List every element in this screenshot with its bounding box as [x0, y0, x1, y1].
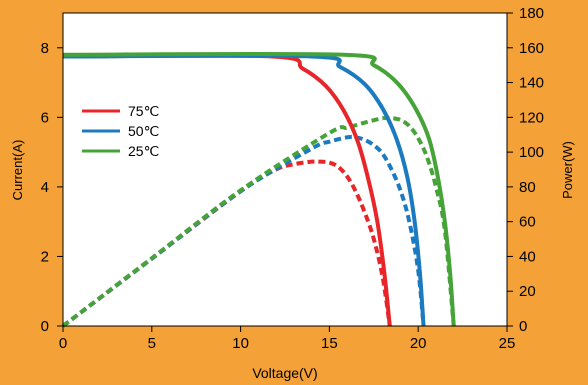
y-right-tick-label: 0 [519, 318, 527, 335]
x-axis-label: Voltage(V) [252, 365, 317, 381]
y-right-tick-label: 140 [519, 75, 544, 92]
legend-label-0: 75℃ [128, 103, 159, 119]
y-right-tick-label: 120 [519, 109, 544, 126]
x-tick-label: 20 [410, 335, 427, 352]
legend-label-2: 25℃ [128, 143, 159, 159]
x-tick-label: 5 [148, 335, 156, 352]
y-left-tick-label: 6 [41, 109, 49, 126]
legend-label-1: 50℃ [128, 123, 159, 139]
current-curve-1 [62, 53, 426, 327]
chart-curves [61, 51, 456, 328]
x-tick-label: 10 [232, 335, 249, 352]
x-tick-label: 25 [499, 335, 516, 352]
y-right-tick-label: 180 [519, 5, 544, 22]
y-left-tick-label: 2 [41, 248, 49, 265]
y-left-tick-label: 8 [41, 40, 49, 57]
x-tick-label: 0 [59, 335, 67, 352]
y-right-tick-label: 60 [519, 214, 536, 231]
plot-frame [62, 12, 508, 327]
y-left-tick-label: 4 [41, 179, 49, 196]
chart-legend: 75℃ 50℃ 25℃ [82, 103, 159, 159]
power-curve-0 [61, 159, 392, 328]
x-tick-label: 15 [321, 335, 338, 352]
y-left-tick-label: 0 [41, 318, 49, 335]
y-right-tick-label: 80 [519, 179, 536, 196]
y-axis-right-label: Power(W) [560, 141, 575, 199]
y-right-tick-label: 40 [519, 248, 536, 265]
y-right-tick-label: 100 [519, 144, 544, 161]
power-curve-1 [61, 134, 426, 328]
y-right-tick-label: 20 [519, 283, 536, 300]
plot-area [63, 13, 507, 326]
y-right-tick-label: 160 [519, 40, 544, 57]
y-axis-left-label: Current(A) [10, 140, 25, 201]
current-curve-2 [62, 51, 456, 327]
